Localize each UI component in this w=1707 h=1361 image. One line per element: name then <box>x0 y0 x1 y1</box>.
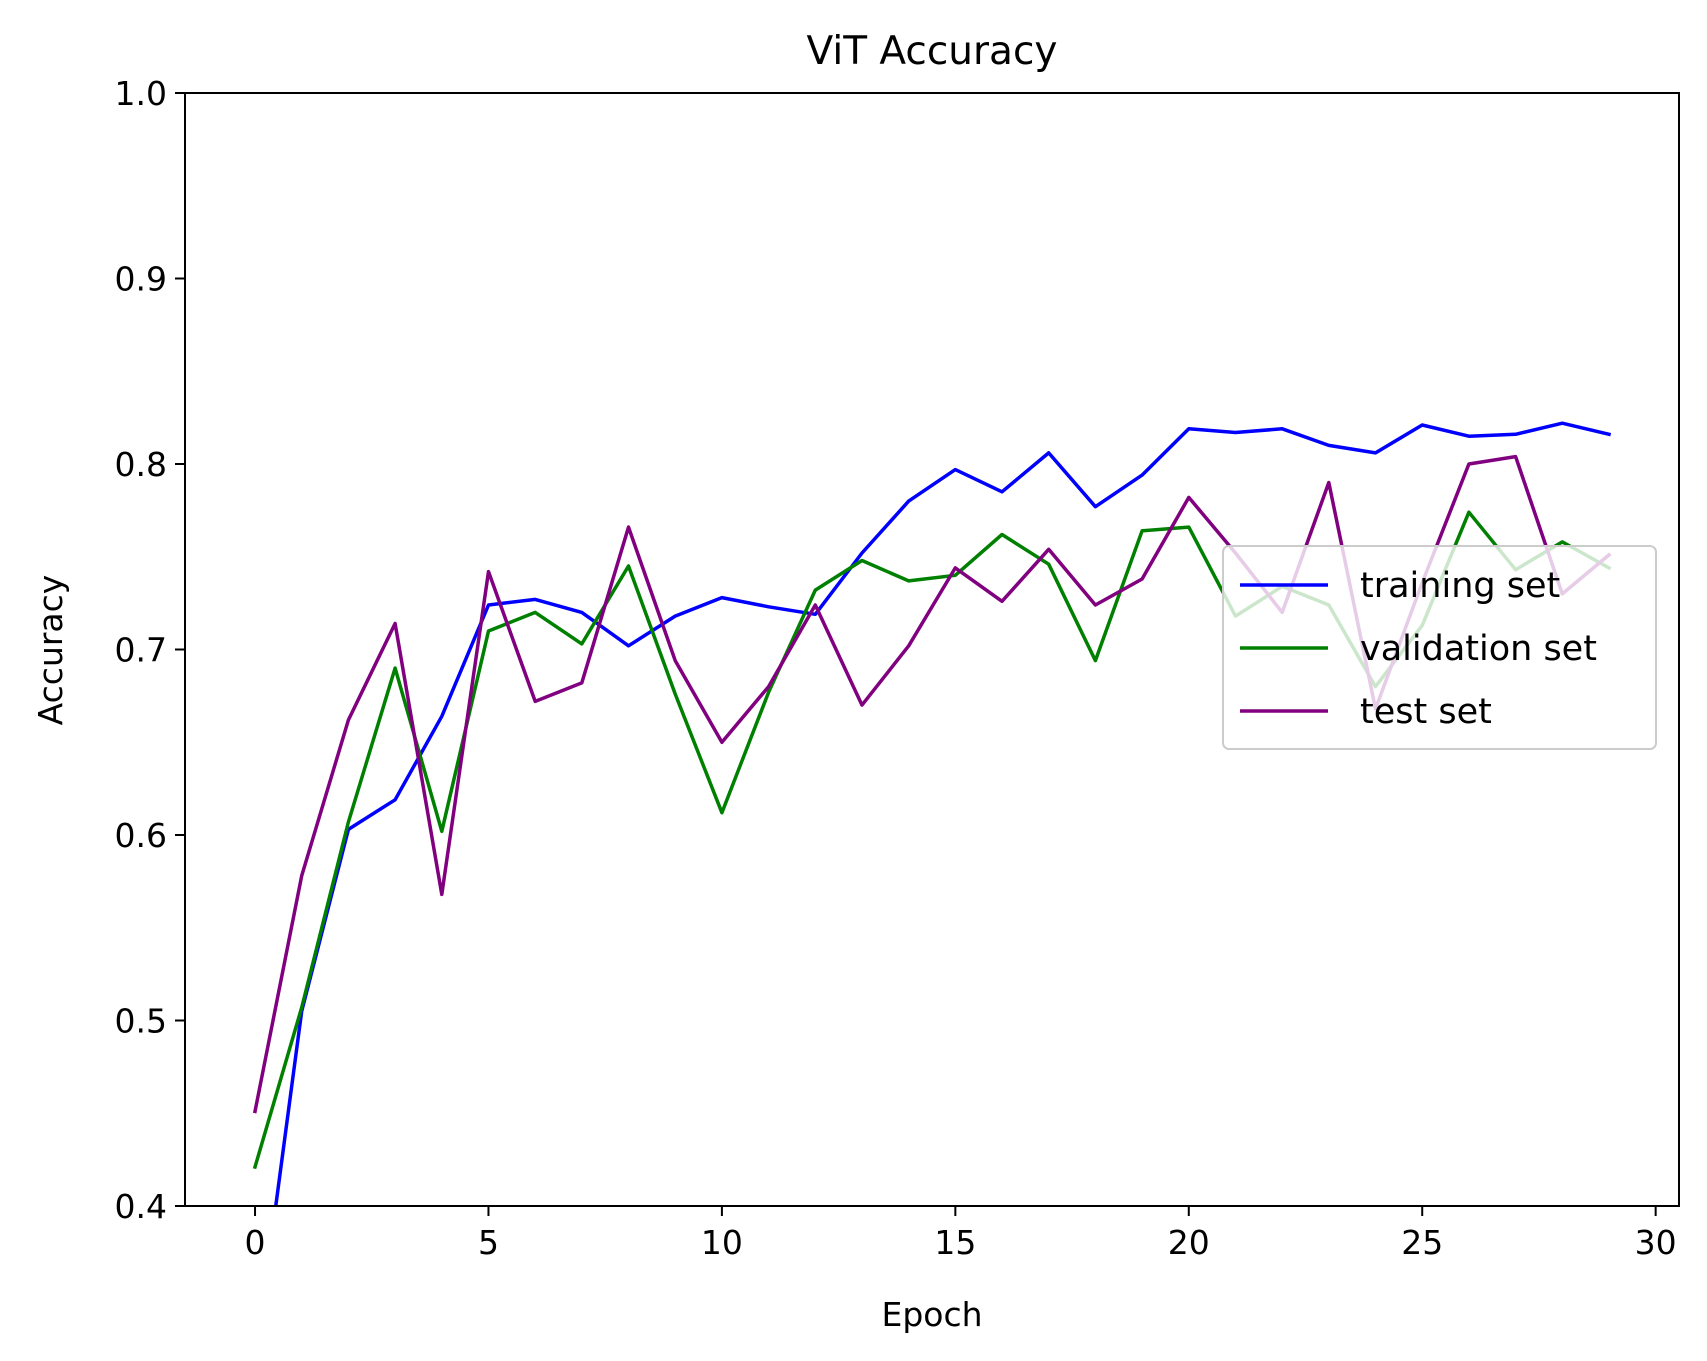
y-tick-label: 0.6 <box>115 816 167 855</box>
y-tick-label: 0.9 <box>115 260 167 299</box>
y-axis-label: Accuracy <box>31 575 70 726</box>
x-tick-label: 0 <box>245 1223 266 1262</box>
y-tick-label: 0.4 <box>115 1187 167 1226</box>
x-tick-label: 25 <box>1401 1223 1443 1262</box>
x-axis: 0 5 10 15 20 25 30 <box>245 1206 1677 1262</box>
x-tick-label: 30 <box>1635 1223 1677 1262</box>
y-axis: 0.4 0.5 0.6 0.7 0.8 0.9 1.0 <box>115 74 185 1226</box>
x-tick-label: 20 <box>1168 1223 1210 1262</box>
legend: training set validation set test set <box>1222 545 1657 750</box>
x-tick-label: 5 <box>478 1223 499 1262</box>
y-tick-label: 0.8 <box>115 445 167 484</box>
x-tick-label: 10 <box>701 1223 743 1262</box>
x-tick-label: 15 <box>934 1223 976 1262</box>
y-tick-label: 0.5 <box>115 1002 167 1041</box>
legend-label: test set <box>1360 692 1492 732</box>
legend-label: training set <box>1360 566 1560 606</box>
y-tick-label: 1.0 <box>115 74 167 113</box>
chart-title: ViT Accuracy <box>807 29 1058 74</box>
legend-label: validation set <box>1360 629 1597 669</box>
y-tick-label: 0.7 <box>115 631 167 670</box>
x-axis-label: Epoch <box>881 1295 982 1334</box>
legend-box <box>1222 545 1657 750</box>
